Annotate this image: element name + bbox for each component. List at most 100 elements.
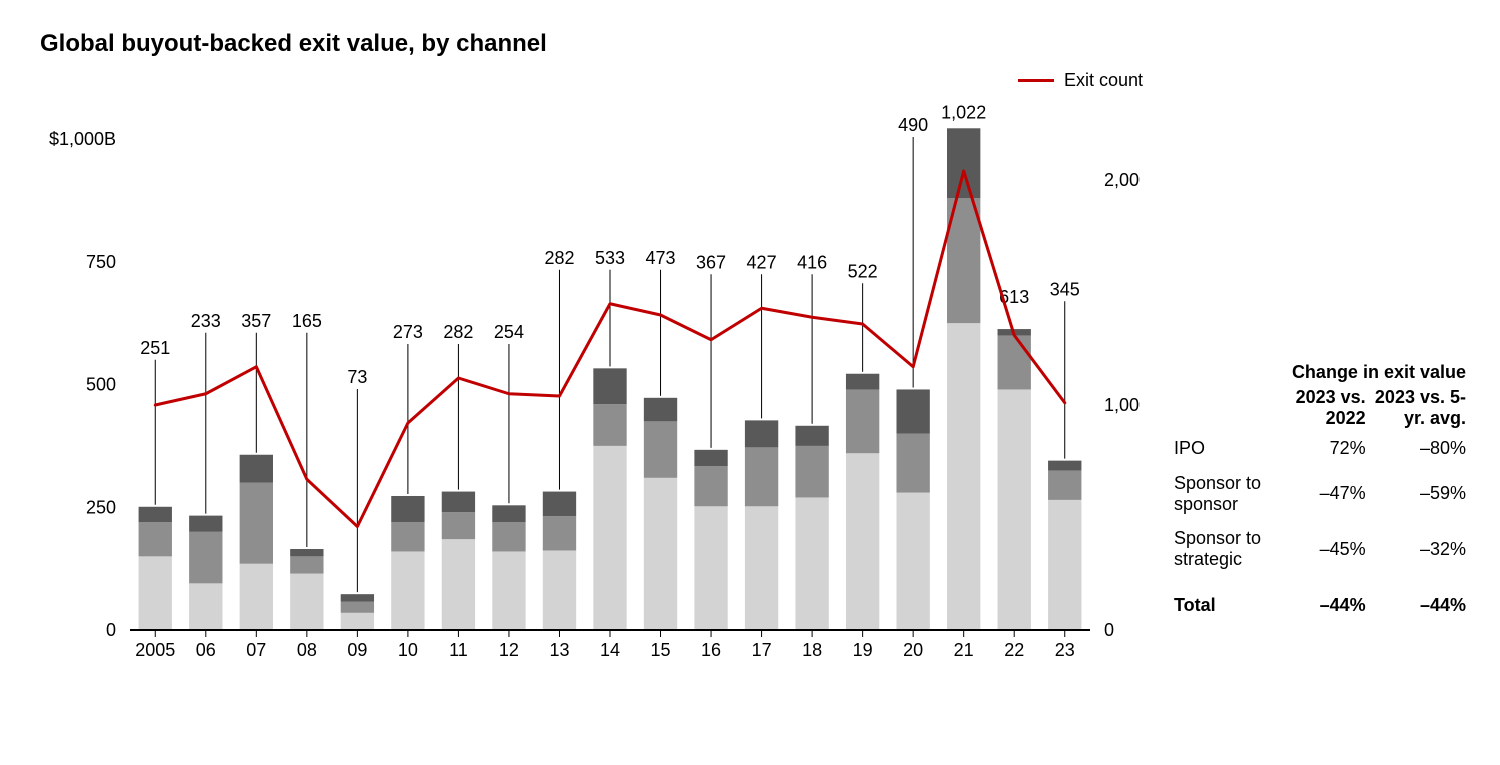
bar-sponsor-to-sponsor — [846, 389, 879, 453]
bar-sponsor-to-strategic — [896, 493, 929, 630]
bar-sponsor-to-sponsor — [694, 466, 727, 506]
x-tick-label: 21 — [954, 640, 974, 660]
table-row: Sponsor to sponsor–47%–59% — [1170, 466, 1470, 521]
table-total-c1: –44% — [1286, 577, 1370, 623]
bar-sponsor-to-sponsor — [745, 447, 778, 506]
x-tick-label: 18 — [802, 640, 822, 660]
y2-tick-label: 2,000 — [1104, 170, 1140, 190]
bar-ipo — [492, 505, 525, 522]
bar-ipo — [846, 374, 879, 390]
table-row-c1: –45% — [1286, 521, 1370, 576]
bar-sponsor-to-strategic — [139, 556, 172, 630]
y-tick-label: 750 — [86, 252, 116, 272]
bar-sponsor-to-strategic — [240, 564, 273, 630]
bar-sponsor-to-sponsor — [442, 512, 475, 539]
bar-total-label: 473 — [646, 248, 676, 268]
bar-sponsor-to-strategic — [593, 446, 626, 630]
y-tick-label: 500 — [86, 375, 116, 395]
bar-total-label: 282 — [443, 322, 473, 342]
table-row-label: IPO — [1170, 431, 1286, 466]
bar-total-label: 273 — [393, 322, 423, 342]
bar-ipo — [341, 594, 374, 601]
bar-sponsor-to-sponsor — [644, 421, 677, 477]
bar-sponsor-to-strategic — [341, 613, 374, 630]
x-tick-label: 13 — [549, 640, 569, 660]
bar-sponsor-to-strategic — [644, 478, 677, 630]
bar-ipo — [593, 368, 626, 404]
bar-sponsor-to-strategic — [543, 550, 576, 630]
x-tick-label: 12 — [499, 640, 519, 660]
table-row-label: Sponsor to strategic — [1170, 521, 1286, 576]
x-tick-label: 07 — [246, 640, 266, 660]
bar-sponsor-to-strategic — [492, 551, 525, 630]
x-tick-label: 16 — [701, 640, 721, 660]
bar-sponsor-to-sponsor — [139, 522, 172, 556]
bar-total-label: 522 — [848, 261, 878, 281]
bar-sponsor-to-sponsor — [391, 522, 424, 551]
bar-sponsor-to-sponsor — [290, 556, 323, 573]
bar-total-label: 416 — [797, 252, 827, 272]
table-row-c1: 72% — [1286, 431, 1370, 466]
x-tick-label: 20 — [903, 640, 923, 660]
bar-sponsor-to-strategic — [846, 453, 879, 630]
table-row-c1: –47% — [1286, 466, 1370, 521]
x-tick-label: 10 — [398, 640, 418, 660]
x-tick-label: 22 — [1004, 640, 1024, 660]
table-row-c2: –80% — [1370, 431, 1470, 466]
bar-sponsor-to-sponsor — [593, 404, 626, 446]
bar-total-label: 233 — [191, 311, 221, 331]
bar-total-label: 1,022 — [941, 102, 986, 122]
x-tick-label: 14 — [600, 640, 620, 660]
y2-tick-label: 1,000 — [1104, 395, 1140, 415]
bar-total-label: 165 — [292, 311, 322, 331]
table-row-label: Sponsor to sponsor — [1170, 466, 1286, 521]
bar-sponsor-to-strategic — [391, 551, 424, 630]
table-caption: Change in exit value — [1286, 360, 1470, 385]
bar-ipo — [442, 492, 475, 513]
table-col-2: 2023 vs. 5-yr. avg. — [1370, 385, 1470, 431]
table-total-c2: –44% — [1370, 577, 1470, 623]
bar-sponsor-to-strategic — [189, 583, 222, 630]
y-tick-label: 0 — [106, 620, 116, 640]
table-row-c2: –32% — [1370, 521, 1470, 576]
bar-ipo — [795, 426, 828, 446]
x-tick-label: 19 — [853, 640, 873, 660]
x-tick-label: 15 — [651, 640, 671, 660]
bar-sponsor-to-sponsor — [189, 532, 222, 584]
bar-total-label: 427 — [747, 252, 777, 272]
exit-value-chart: 0250500750$1,000B01,0002,000200506070809… — [40, 60, 1140, 700]
bar-sponsor-to-strategic — [745, 506, 778, 630]
table-total-row: Total –44% –44% — [1170, 577, 1470, 623]
bar-sponsor-to-strategic — [290, 574, 323, 630]
x-tick-label: 08 — [297, 640, 317, 660]
bar-ipo — [1048, 461, 1081, 471]
y-tick-label: 250 — [86, 497, 116, 517]
bar-sponsor-to-sponsor — [795, 446, 828, 498]
content-area: 0250500750$1,000B01,0002,000200506070809… — [40, 60, 1470, 735]
bar-total-label: 533 — [595, 248, 625, 268]
table-row: Sponsor to strategic–45%–32% — [1170, 521, 1470, 576]
bar-sponsor-to-sponsor — [896, 434, 929, 493]
bar-total-label: 345 — [1050, 279, 1080, 299]
bar-ipo — [947, 128, 980, 198]
chart-title: Global buyout-backed exit value, by chan… — [40, 30, 1470, 58]
change-table: Change in exit value 2023 vs. 2022 2023 … — [1170, 360, 1470, 623]
bar-ipo — [543, 492, 576, 517]
x-tick-label: 17 — [752, 640, 772, 660]
y-tick-label: $1,000B — [49, 129, 116, 149]
bar-ipo — [290, 549, 323, 556]
bar-ipo — [644, 398, 677, 422]
x-tick-label: 06 — [196, 640, 216, 660]
bar-sponsor-to-strategic — [947, 323, 980, 630]
table-total-label: Total — [1170, 577, 1286, 623]
bar-ipo — [189, 516, 222, 532]
bar-sponsor-to-sponsor — [492, 522, 525, 551]
bar-total-label: 73 — [347, 367, 367, 387]
bar-total-label: 490 — [898, 115, 928, 135]
bar-ipo — [391, 496, 424, 522]
bar-sponsor-to-strategic — [694, 506, 727, 630]
x-tick-label: 2005 — [135, 640, 175, 660]
x-tick-label: 11 — [449, 640, 468, 660]
bar-sponsor-to-strategic — [1048, 500, 1081, 630]
bar-ipo — [896, 389, 929, 433]
